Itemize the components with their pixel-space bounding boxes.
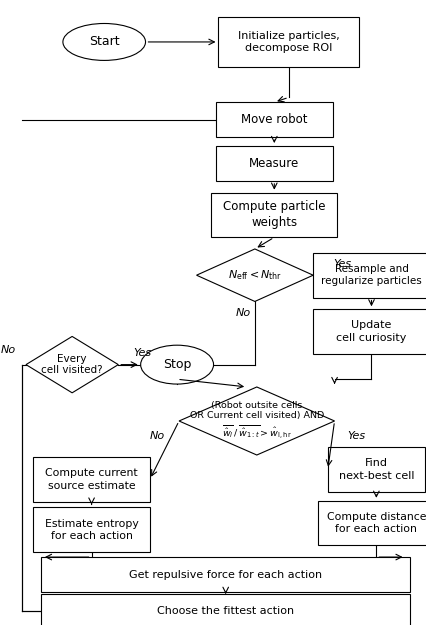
FancyBboxPatch shape: [216, 102, 333, 137]
Text: Resample and
regularize particles: Resample and regularize particles: [321, 264, 422, 287]
Text: Move robot: Move robot: [241, 113, 307, 126]
Text: Yes: Yes: [333, 259, 351, 269]
Text: Compute distance
for each action: Compute distance for each action: [327, 512, 426, 534]
Text: No: No: [1, 345, 16, 355]
Text: Measure: Measure: [249, 157, 300, 170]
Text: Find
next-best cell: Find next-best cell: [339, 458, 414, 481]
FancyBboxPatch shape: [318, 501, 435, 545]
Text: Choose the fittest action: Choose the fittest action: [157, 607, 294, 616]
FancyBboxPatch shape: [41, 594, 410, 629]
FancyBboxPatch shape: [218, 16, 359, 67]
FancyBboxPatch shape: [33, 457, 150, 501]
Text: No: No: [150, 430, 165, 441]
Text: Compute current
source estimate: Compute current source estimate: [45, 468, 138, 491]
Polygon shape: [179, 387, 334, 455]
Text: Yes: Yes: [133, 348, 152, 358]
Polygon shape: [26, 337, 118, 393]
Text: Initialize particles,
decompose ROI: Initialize particles, decompose ROI: [238, 30, 340, 53]
Ellipse shape: [141, 345, 214, 384]
FancyBboxPatch shape: [33, 507, 150, 552]
FancyBboxPatch shape: [328, 447, 425, 492]
FancyBboxPatch shape: [216, 146, 333, 181]
FancyBboxPatch shape: [313, 309, 430, 354]
FancyBboxPatch shape: [313, 253, 430, 297]
Text: Start: Start: [89, 36, 119, 48]
Ellipse shape: [63, 23, 146, 60]
Text: Estimate entropy
for each action: Estimate entropy for each action: [45, 519, 139, 541]
Text: Every
cell visited?: Every cell visited?: [41, 354, 103, 375]
Text: No: No: [235, 308, 251, 318]
Text: Compute particle
weights: Compute particle weights: [223, 200, 326, 230]
Text: (Robot outsite cells
OR Current cell visited) AND
$\overline{\hat{w}_l}\,/\,\ove: (Robot outsite cells OR Current cell vis…: [190, 401, 324, 441]
Polygon shape: [197, 249, 313, 301]
Text: $N_{\mathrm{eff}} < N_{\mathrm{thr}}$: $N_{\mathrm{eff}} < N_{\mathrm{thr}}$: [228, 268, 282, 282]
Text: Yes: Yes: [347, 430, 365, 441]
Text: Update
cell curiosity: Update cell curiosity: [336, 320, 407, 343]
Text: Stop: Stop: [163, 358, 191, 371]
FancyBboxPatch shape: [41, 557, 410, 592]
Text: Get repulsive force for each action: Get repulsive force for each action: [129, 569, 322, 579]
FancyBboxPatch shape: [211, 193, 337, 237]
